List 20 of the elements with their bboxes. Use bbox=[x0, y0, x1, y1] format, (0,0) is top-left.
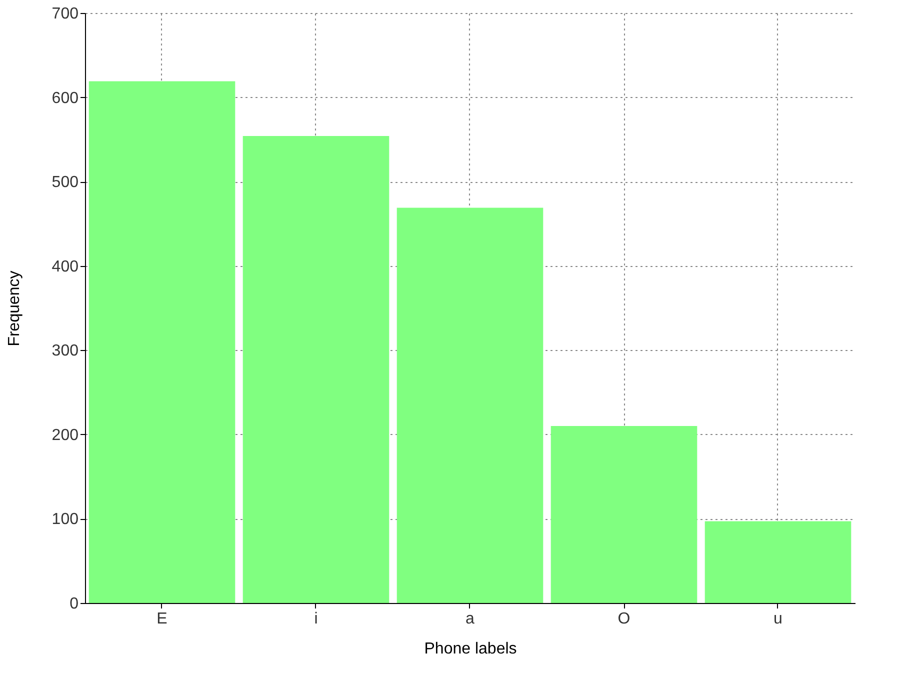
x-tick-label: O bbox=[618, 610, 630, 628]
x-tick-label: i bbox=[314, 610, 318, 628]
x-tick-label: E bbox=[156, 610, 168, 628]
bar bbox=[396, 208, 544, 603]
bar bbox=[242, 136, 390, 603]
y-axis-title: Frequency bbox=[6, 270, 23, 346]
bar bbox=[88, 81, 236, 603]
y-tick-label: 100 bbox=[52, 511, 79, 528]
y-tick-label: 400 bbox=[52, 258, 79, 276]
x-axis-title: Phone labels bbox=[424, 640, 517, 658]
y-tick-label: 0 bbox=[70, 596, 79, 612]
y-tick-label: 200 bbox=[52, 426, 79, 444]
y-tick-label: 600 bbox=[52, 90, 79, 107]
x-tick-label: a bbox=[466, 610, 475, 628]
y-tick-label: 700 bbox=[52, 6, 79, 22]
y-tick-label: 500 bbox=[52, 174, 79, 192]
bar bbox=[704, 521, 852, 603]
x-tick-label: u bbox=[774, 610, 782, 628]
y-tick-label: 300 bbox=[52, 342, 79, 360]
bar bbox=[550, 426, 698, 603]
